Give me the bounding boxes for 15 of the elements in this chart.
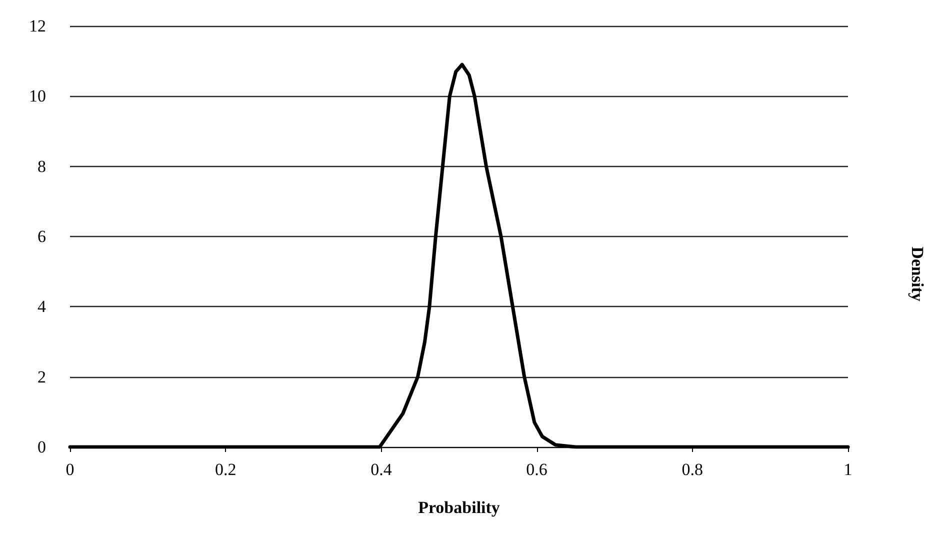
y-axis-title: Density	[908, 246, 927, 302]
y-tick-label: 2	[38, 367, 46, 386]
y-tick-label: 6	[38, 227, 46, 246]
x-tick-label: 0.6	[526, 460, 548, 479]
x-tick-label: 0	[66, 460, 74, 479]
x-axis-title: Probability	[418, 498, 500, 517]
y-tick-label: 12	[29, 16, 46, 36]
x-tick-label: 0.8	[682, 460, 704, 479]
y-tick-label: 0	[38, 438, 46, 456]
x-tick-label: 0.4	[370, 460, 392, 479]
y-tick-label: 8	[38, 156, 46, 176]
y-tick-label: 10	[29, 86, 46, 106]
y-tick-label: 4	[38, 297, 46, 316]
x-tick-label: 0.2	[214, 460, 236, 479]
x-tick-label: 1	[844, 460, 852, 479]
